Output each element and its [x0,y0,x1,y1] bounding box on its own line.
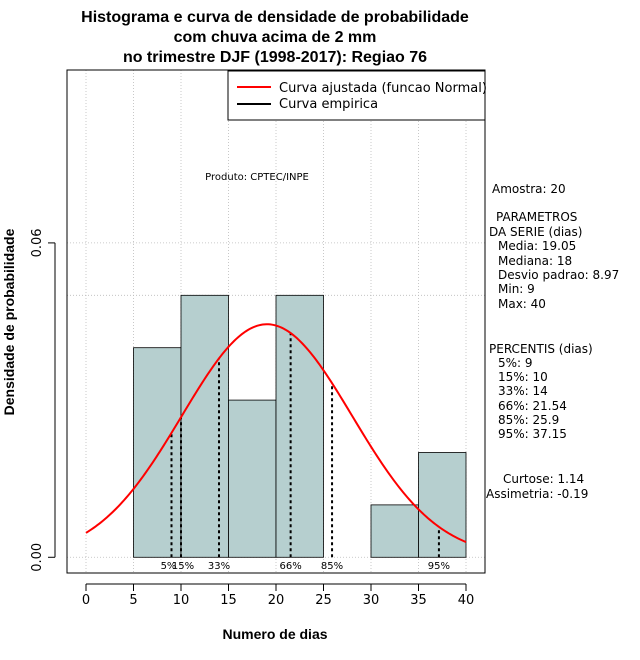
percentile-15: 15%: 10 [498,370,548,384]
product-annotation: Produto: CPTEC/INPE [205,172,309,183]
x-tick-label-7: 35 [410,593,427,608]
kurtosis: Curtose: 1.14 [503,472,584,486]
percentile-95: 95%: 37.15 [498,427,567,441]
chart-title-line-3: no trimestre DJF (1998-2017): Regiao 76 [123,49,427,66]
percentiles-title: PERCENTIS (dias) [489,342,593,356]
percentile-66: 66%: 21.54 [498,399,567,413]
x-tick-label-1: 5 [129,593,137,608]
histogram-bar-5 [370,504,419,558]
histogram-bar-1 [180,294,229,558]
y-tick-label-0: 0.00 [30,543,45,572]
histogram-bar-0 [133,347,182,558]
percentile-label-5: 95% [428,561,450,572]
legend-label-normal: Curva ajustada (funcao Normal) [279,81,487,96]
skewness: Assimetria: -0.19 [486,487,588,501]
normal-curve-layer [85,323,467,543]
x-axis-label: Numero de dias [222,626,327,642]
x-tick-label-2: 10 [173,593,190,608]
histogram-bar-2 [228,399,277,558]
histogram-bars [133,294,467,558]
normal-curve [85,323,467,543]
param-min: Min: 9 [498,282,535,296]
legend: Curva ajustada (funcao Normal) Curva emp… [227,70,487,121]
chart-title-line-1: Histograma e curva de densidade de proba… [81,9,469,26]
percentile-label-2: 33% [208,561,230,572]
y-tick-label-1: 0.06 [30,228,45,257]
legend-label-empirical: Curva empirica [279,97,378,112]
legend-box [227,70,486,121]
histogram-bar-3 [275,294,324,558]
x-tick-label-3: 15 [220,593,237,608]
axes: 0 5 10 15 20 25 30 35 40 0.00 0.06 [30,228,474,608]
histogram-bar-6 [418,452,467,558]
param-median: Mediana: 18 [498,254,572,268]
chart-title-line-2: com chuva acima de 2 mm [174,29,377,46]
percentile-label-4: 85% [321,561,343,572]
x-tick-label-5: 25 [315,593,332,608]
parameters-title-2: DA SERIE (dias) [489,225,582,239]
x-tick-label-6: 30 [363,593,380,608]
y-axis-label: Densidade de probabilidade [1,228,17,415]
param-stddev: Desvio padrao: 8.97 [498,268,619,282]
percentile-lines: 5%15% 33% 66% 85% 95% [161,333,450,572]
parameters-title-1: PARAMETROS [496,210,577,224]
plot-frame [66,69,486,574]
percentile-label-3: 66% [280,561,302,572]
percentile-label-1: 15% [172,561,194,572]
x-tick-label-8: 40 [458,593,475,608]
param-mean: Media: 19.05 [498,239,576,253]
percentile-85: 85%: 25.9 [498,413,559,427]
param-max: Max: 40 [498,297,546,311]
statistics-panel: Amostra: 20 PARAMETROS DA SERIE (dias) M… [486,182,619,501]
x-tick-label-4: 20 [268,593,285,608]
percentile-33: 33%: 14 [498,384,548,398]
percentile-label-0: 5% [161,561,177,572]
x-tick-label-0: 0 [82,593,90,608]
sample-size: Amostra: 20 [492,182,566,196]
percentile-5: 5%: 9 [498,356,533,370]
